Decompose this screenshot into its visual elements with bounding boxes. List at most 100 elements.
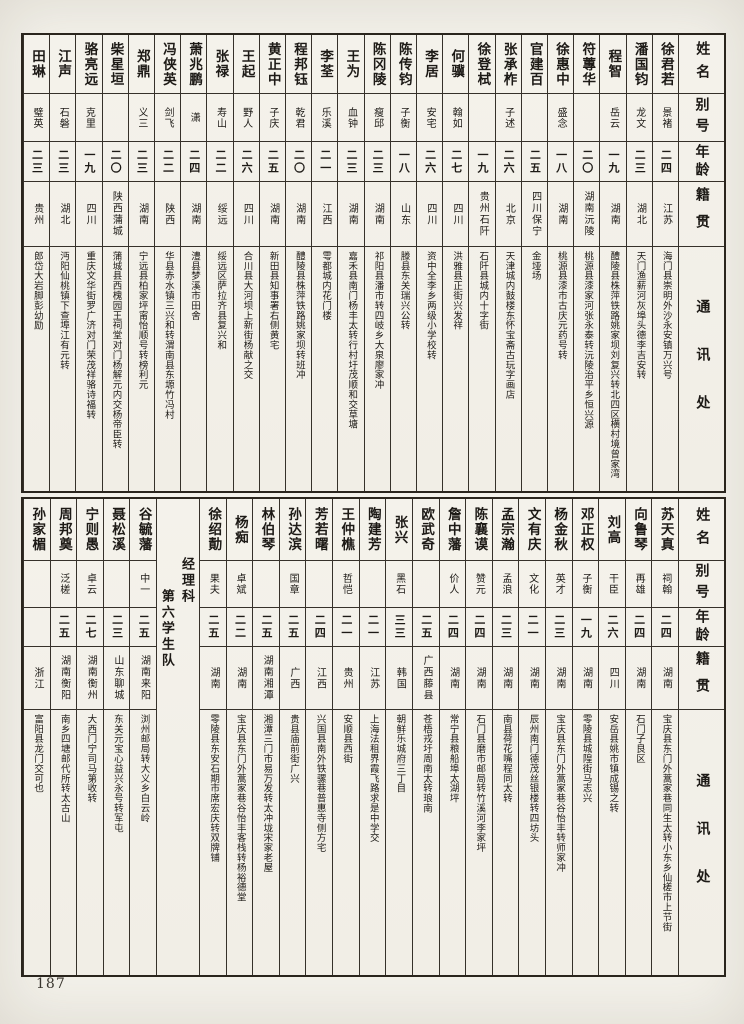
student-age-cell-text: 二七 — [449, 148, 463, 175]
student-native-place-cell: 贵州 — [23, 182, 50, 247]
header-cell-native: 籍贯 — [679, 647, 724, 710]
student-address-cell-text: 新田县知事署右侧黄宅 — [267, 251, 279, 350]
student-age-cell-text: 二一 — [318, 148, 332, 175]
student-name-cell: 符蓴华 — [574, 35, 600, 94]
student-native-place-cell: 湖北 — [50, 182, 76, 247]
student-name-cell-text: 程邦钰 — [290, 41, 307, 87]
student-alias-cell-text: 价人 — [446, 573, 458, 595]
student-name-cell: 黄正中 — [259, 35, 285, 94]
student-name-cell-text: 刘高 — [604, 514, 621, 545]
student-address-cell: 湘潭三门市易万发转太冲垅宋家老屋 — [253, 710, 279, 975]
student-column: 孟宗瀚 孟浪 二三 湖南 南县荷花嘴程同太转 — [491, 499, 519, 975]
student-alias-cell: 子衡 — [572, 561, 599, 608]
student-alias-cell: 英才 — [545, 561, 572, 608]
student-column: 李居 安宅 二六 四川 资中全李乡两级小学校转 — [415, 35, 443, 491]
student-age-cell: 二四 — [652, 608, 678, 647]
student-column: 骆亮远 克里 一九 四川 重庆文华街罗广济对门荣茂祥骆诗福转 — [75, 35, 102, 491]
student-age-cell-text: 二五 — [266, 148, 280, 175]
student-name-cell: 周邦奠 — [50, 499, 77, 561]
student-column: 柴星垣 二〇 陕西蒲城 蒲城县西槐园王祠堂对门杨解元内交杨帝臣转 — [101, 35, 128, 491]
student-name-cell: 王仲樵 — [333, 499, 359, 561]
student-alias-cell-text: 黑石 — [393, 573, 405, 595]
student-name-cell-text: 徐绍勣 — [205, 507, 222, 552]
student-age-cell: 二三 — [50, 142, 76, 182]
student-name-cell-text: 芳若曙 — [311, 507, 328, 552]
header-cell-address: 通讯处 — [679, 710, 724, 975]
student-age-cell-text: 二三 — [56, 148, 70, 175]
student-alias-cell: 中一 — [130, 561, 157, 608]
student-column: 邓正权 子衡 一九 湖南 零陵县城隍街马志兴 — [571, 499, 599, 975]
student-name-cell-text: 张禄 — [212, 49, 229, 79]
student-alias-cell-text: 剑飞 — [162, 106, 174, 129]
student-age-cell-text: 一九 — [82, 148, 96, 175]
student-native-place-cell-text: 湖南来阳 — [138, 655, 150, 701]
student-alias-cell: 国章 — [279, 561, 306, 608]
student-native-place-cell-text: 湖南 — [188, 202, 200, 226]
student-column: 周邦奠 泛槎 二五 湖南衡阳 南乡四塘邮代所转太古山 — [49, 499, 77, 975]
student-name-cell-text: 欧武奇 — [418, 507, 435, 552]
student-name-cell-text: 王仲樵 — [338, 507, 355, 552]
student-native-place-cell: 广西藤县 — [412, 647, 439, 710]
student-address-cell: 桃源县漆家河张永泰转沅陵治平乡恒兴源 — [574, 247, 599, 491]
student-alias-cell — [521, 94, 547, 142]
student-name-cell-text: 王起 — [238, 49, 255, 79]
student-address-cell-text: 大西门宁司马第收转 — [85, 714, 97, 804]
student-name-cell-text: 李居 — [421, 49, 438, 79]
student-name-cell-text: 潘国钧 — [631, 41, 648, 87]
student-column: 向鲁琴 再雄 二四 湖南 石门子良区 — [624, 499, 652, 975]
student-alias-cell: 克里 — [76, 94, 102, 142]
section-label: 经理科 第六学生队 — [158, 557, 195, 669]
header-column: 姓名 别号 年龄 籍贯 通讯处 — [678, 35, 724, 491]
student-native-place-cell-text: 湖南湘潭 — [261, 655, 273, 701]
student-alias-cell-text: 泛槎 — [57, 573, 69, 595]
student-age-cell: 一八 — [547, 142, 574, 182]
student-alias-cell: 再雄 — [625, 561, 652, 608]
student-native-place-cell: 湖南 — [625, 647, 652, 710]
student-native-place-cell-text: 湖南 — [234, 666, 246, 690]
student-native-place-cell: 陕西 — [154, 182, 181, 247]
student-alias-cell: 岳云 — [600, 94, 626, 142]
student-native-place-cell-text: 湖南沅陵 — [582, 191, 594, 237]
student-alias-cell: 野人 — [233, 94, 259, 142]
student-address-cell-text: 醴陵县株萍铁路姚家坝刘复兴转北四区横村境曾家湾 — [608, 251, 620, 479]
student-native-place-cell: 四川 — [443, 182, 469, 247]
student-address-cell: 东关元宝心益兴永号转军屯 — [104, 710, 130, 975]
student-address-cell: 金垭场 — [522, 247, 547, 491]
student-alias-cell — [253, 561, 279, 608]
student-native-place-cell-text: 江苏 — [367, 666, 379, 690]
student-address-cell-text: 东关元宝心益兴永号转军屯 — [111, 714, 123, 833]
student-native-place-cell-text: 四川保宁 — [529, 191, 541, 237]
student-native-place-cell: 湖南 — [200, 647, 226, 710]
student-age-cell: 二四 — [625, 608, 652, 647]
student-native-place-cell-text: 浙江 — [32, 666, 44, 690]
student-native-place-cell: 四川保宁 — [521, 182, 547, 247]
student-age-cell-text: 二四 — [632, 614, 646, 640]
student-age-cell: 二五 — [130, 608, 157, 647]
student-name-cell-text: 邓正权 — [577, 507, 594, 552]
student-address-cell-text: 宝庆县东门外蒿家巷同生太转小东乡仙槎市上节街 — [660, 714, 672, 932]
student-age-cell: 二七 — [443, 142, 469, 182]
student-alias-cell-text: 卓斌 — [233, 573, 245, 595]
student-native-place-cell-text: 四川 — [424, 202, 436, 226]
student-age-cell: 二五 — [521, 142, 547, 182]
student-age-cell-text: 二四 — [659, 614, 673, 640]
student-column: 谷毓藩 中一 二五 湖南来阳 浏州邮局转大义乡白云岭 — [129, 499, 157, 975]
student-alias-cell: 剑飞 — [154, 94, 181, 142]
student-native-place-cell-text: 湖南衡州 — [85, 655, 97, 701]
student-name-cell: 程邦钰 — [285, 35, 312, 94]
student-column: 徐惠中 盛念 一八 湖南 桃源县漆市古庆元药号转 — [546, 35, 574, 491]
student-alias-cell: 石磐 — [50, 94, 76, 142]
student-alias-cell-text: 孟浪 — [500, 573, 512, 595]
student-native-place-cell-text: 陕西 — [162, 202, 174, 226]
student-age-cell: 一九 — [600, 142, 626, 182]
student-name-cell: 程智 — [600, 35, 626, 94]
student-age-cell: 二四 — [306, 608, 333, 647]
student-age-cell: 二三 — [545, 608, 572, 647]
student-native-place-cell-text: 湖南衡阳 — [58, 655, 70, 701]
student-age-cell: 二一 — [333, 608, 359, 647]
student-age-cell-text: 二四 — [313, 614, 327, 640]
student-address-cell-text: 朝鲜乐城府三丁目 — [394, 714, 406, 794]
student-name-cell-text: 张兴 — [391, 514, 408, 545]
student-address-cell-text: 宁远县柏家坪甯怡顺号转榜利元 — [136, 251, 148, 390]
student-name-cell-text: 宁则愚 — [82, 507, 99, 552]
